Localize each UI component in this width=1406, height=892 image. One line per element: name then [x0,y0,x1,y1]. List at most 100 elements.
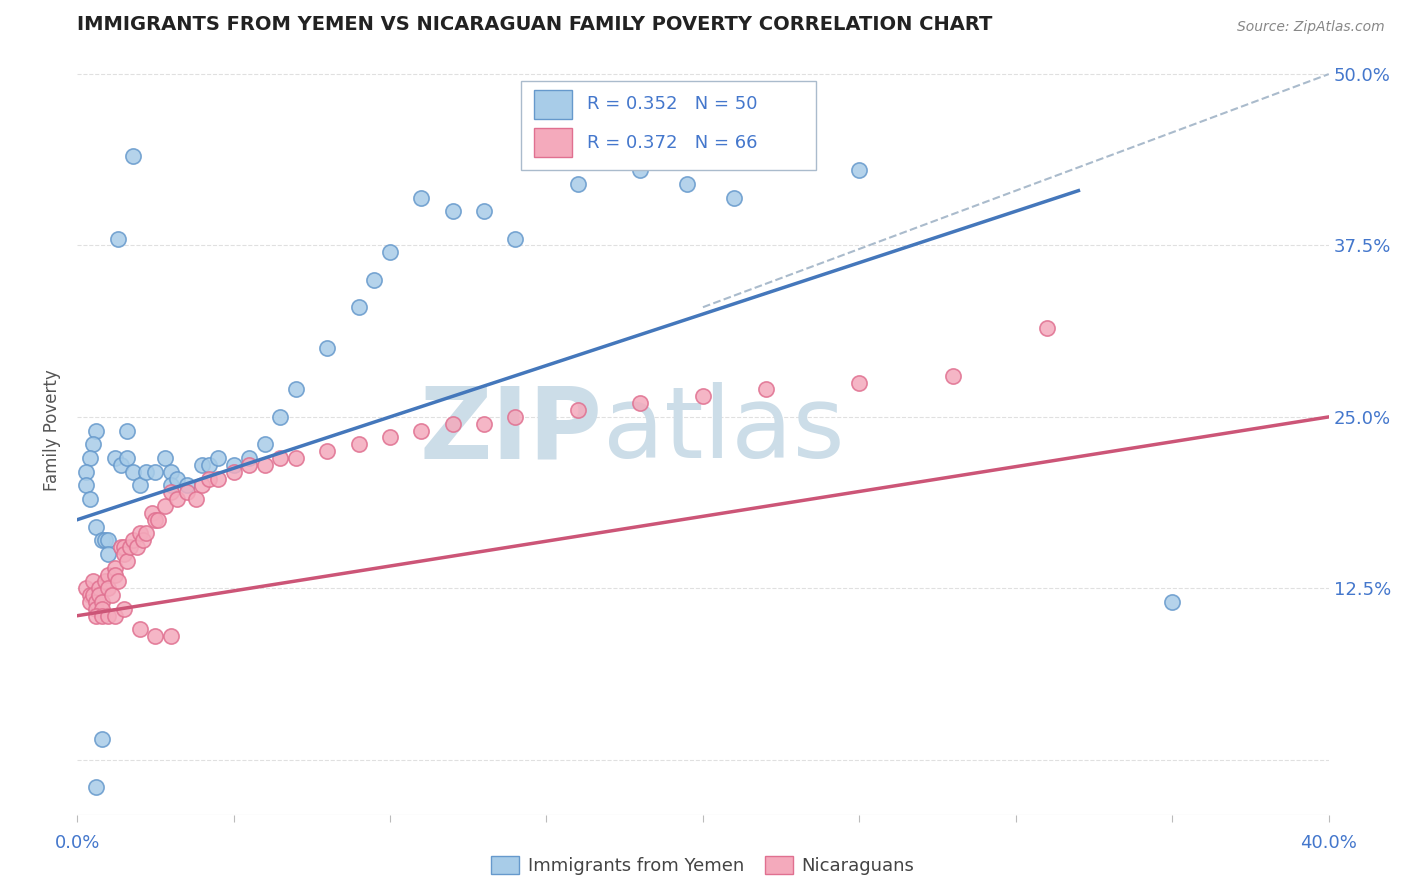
Point [94,533,117,548]
Point [1036,320,1059,334]
Point [125,540,148,554]
Point [143,513,166,527]
Point [143,465,166,479]
Point [628,396,651,410]
Point [91,602,114,616]
Text: IMMIGRANTS FROM YEMEN VS NICARAGUAN FAMILY POVERTY CORRELATION CHART: IMMIGRANTS FROM YEMEN VS NICARAGUAN FAMI… [77,15,993,34]
Point [269,450,291,465]
Point [848,163,870,178]
Point [176,478,198,492]
Point [347,300,370,314]
Point [942,368,965,383]
Point [84,519,107,533]
Point [148,513,170,527]
Point [160,629,183,643]
Point [104,560,127,574]
Point [723,190,745,204]
Text: ZIP: ZIP [420,382,603,479]
Point [128,478,150,492]
Point [411,190,433,204]
Point [104,608,127,623]
Point [347,437,370,451]
Point [848,376,870,390]
Point [87,588,110,602]
Point [692,389,714,403]
Point [238,450,260,465]
Point [79,492,101,507]
Point [94,574,117,589]
Point [110,540,132,554]
Point [97,608,120,623]
Point [253,458,276,472]
Point [115,450,138,465]
Point [191,478,214,492]
Point [120,540,142,554]
Point [160,465,183,479]
Point [97,533,120,548]
Text: Source: ZipAtlas.com: Source: ZipAtlas.com [1237,21,1385,34]
Point [363,273,385,287]
Point [238,458,260,472]
Point [84,602,107,616]
FancyBboxPatch shape [534,90,571,119]
Point [97,567,120,582]
Point [115,424,138,438]
Point [91,732,114,747]
FancyBboxPatch shape [522,81,815,169]
Point [104,567,127,582]
Legend: Immigrants from Yemen, Nicaraguans: Immigrants from Yemen, Nicaraguans [484,849,922,882]
Point [503,409,526,424]
Text: 0.0%: 0.0% [55,834,100,853]
Text: R = 0.372   N = 66: R = 0.372 N = 66 [586,134,756,152]
Point [411,424,433,438]
Point [79,450,101,465]
Point [84,780,107,794]
Point [143,629,166,643]
Point [115,554,138,568]
Point [207,472,229,486]
Point [197,472,219,486]
Point [441,417,464,431]
Point [97,582,120,596]
Point [754,383,776,397]
Point [135,465,157,479]
Point [141,506,163,520]
Point [100,588,122,602]
Text: 40.0%: 40.0% [1301,834,1357,853]
Point [107,232,129,246]
Point [91,533,114,548]
Point [91,595,114,609]
Point [122,533,145,548]
Point [567,403,589,417]
Point [166,472,188,486]
Point [269,409,291,424]
Point [107,574,129,589]
Point [441,204,464,219]
Point [112,547,135,561]
Point [316,342,339,356]
Point [79,588,101,602]
Point [378,430,401,444]
Point [153,499,176,513]
Point [110,458,132,472]
Point [184,492,207,507]
Point [104,450,127,465]
Point [472,204,495,219]
Point [76,465,98,479]
Point [82,574,104,589]
Point [176,485,198,500]
Point [76,582,98,596]
Point [135,526,157,541]
Point [207,450,229,465]
Point [153,450,176,465]
Point [378,245,401,260]
Text: atlas: atlas [603,382,845,479]
Point [76,478,98,492]
Point [472,417,495,431]
Point [87,582,110,596]
Point [122,149,145,163]
Point [128,526,150,541]
FancyBboxPatch shape [534,128,571,157]
Point [82,588,104,602]
Point [197,458,219,472]
